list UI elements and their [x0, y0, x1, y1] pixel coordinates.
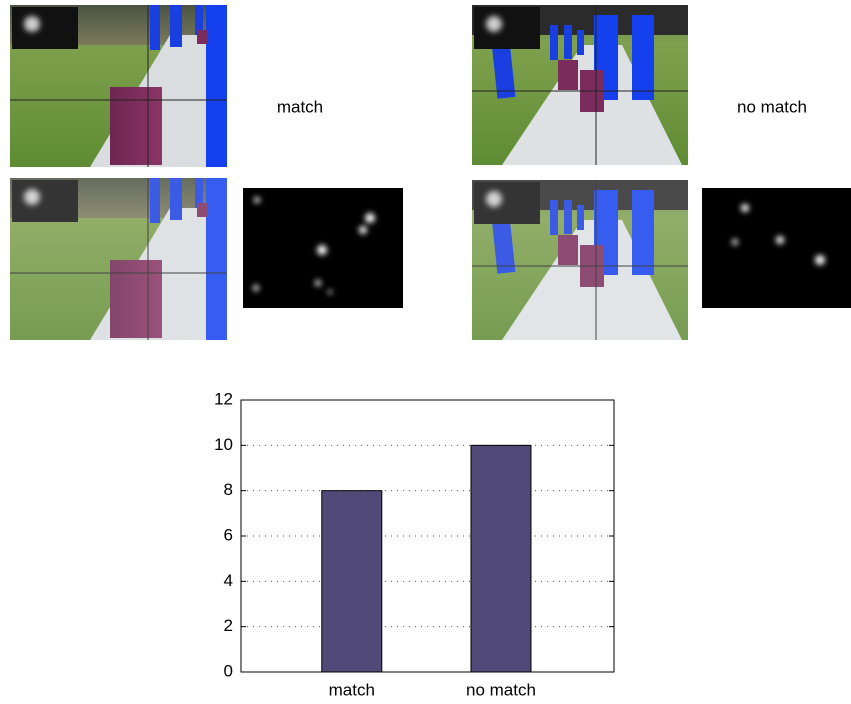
x-tick-label: no match [466, 680, 536, 699]
bar [321, 490, 383, 673]
scene-image [472, 5, 688, 165]
heatmap [702, 188, 851, 308]
scene-image [10, 178, 227, 340]
scene-image [10, 5, 227, 167]
bar-chart: 0 2 4 6 8 10 12 match no match [214, 389, 615, 699]
bar [470, 444, 532, 673]
heatmap [243, 188, 403, 308]
y-tick-label: 6 [224, 525, 233, 544]
plot-frame [240, 399, 615, 673]
scene-image [472, 180, 688, 340]
y-tick-label: 2 [224, 616, 233, 635]
y-tick-label: 12 [214, 389, 233, 408]
y-tick-label: 10 [214, 435, 233, 454]
y-tick-label: 4 [224, 571, 233, 590]
y-tick-label: 8 [224, 480, 233, 499]
panel-label: no match [737, 97, 807, 116]
panel-label: match [277, 97, 323, 116]
x-tick-label: match [329, 680, 375, 699]
y-tick-label: 0 [224, 661, 233, 680]
